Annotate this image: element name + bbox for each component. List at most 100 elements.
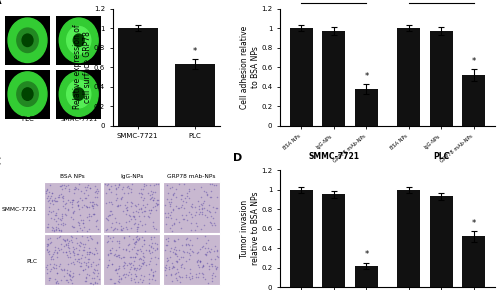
- Point: [150, 197, 158, 202]
- Point: [76, 221, 84, 226]
- Point: [68, 197, 76, 202]
- Text: *: *: [193, 48, 197, 57]
- Point: [69, 248, 77, 253]
- Point: [104, 239, 112, 243]
- Point: [46, 198, 54, 203]
- Point: [188, 276, 196, 280]
- Point: [64, 280, 72, 285]
- Point: [90, 271, 98, 276]
- Point: [63, 237, 71, 242]
- Point: [56, 264, 64, 268]
- Point: [138, 261, 146, 266]
- Point: [137, 257, 145, 262]
- Point: [82, 261, 90, 266]
- Point: [113, 254, 121, 259]
- Point: [80, 218, 88, 222]
- Point: [140, 209, 148, 213]
- Point: [103, 240, 111, 245]
- Point: [150, 273, 158, 278]
- Point: [132, 237, 140, 241]
- Point: [210, 249, 218, 253]
- Point: [92, 189, 100, 194]
- Point: [76, 239, 84, 244]
- Point: [142, 183, 150, 187]
- Point: [190, 250, 198, 255]
- Point: [102, 200, 110, 205]
- Point: [106, 247, 114, 252]
- Point: [193, 251, 201, 255]
- Point: [52, 250, 60, 255]
- Point: [123, 208, 131, 212]
- Point: [108, 211, 116, 216]
- Point: [134, 210, 142, 214]
- Point: [84, 218, 92, 222]
- Point: [207, 262, 215, 267]
- Point: [76, 260, 84, 265]
- Point: [197, 202, 205, 206]
- Point: [107, 208, 115, 213]
- Point: [70, 274, 78, 279]
- Point: [118, 272, 126, 277]
- Point: [185, 195, 193, 200]
- Point: [87, 262, 95, 266]
- Bar: [322, 195, 345, 287]
- Point: [191, 228, 199, 233]
- Point: [84, 227, 92, 231]
- Point: [152, 201, 160, 206]
- Circle shape: [74, 88, 84, 100]
- Point: [149, 270, 157, 275]
- Point: [52, 199, 60, 204]
- Point: [50, 197, 58, 202]
- Point: [208, 276, 216, 280]
- Point: [114, 279, 122, 284]
- Point: [138, 280, 146, 284]
- Point: [58, 222, 66, 226]
- Point: [146, 183, 154, 187]
- Point: [134, 202, 141, 206]
- Point: [48, 254, 56, 259]
- Point: [67, 238, 75, 242]
- Point: [152, 201, 160, 206]
- Point: [212, 267, 220, 272]
- Point: [136, 247, 144, 251]
- Point: [73, 199, 81, 204]
- Point: [133, 248, 141, 253]
- Point: [139, 251, 147, 255]
- Point: [59, 196, 67, 200]
- Point: [86, 233, 94, 238]
- Point: [45, 252, 53, 257]
- Point: [116, 240, 124, 245]
- Point: [129, 254, 137, 259]
- Point: [129, 210, 137, 215]
- Point: [74, 220, 82, 224]
- Point: [118, 246, 126, 251]
- Point: [47, 193, 55, 198]
- Point: [208, 194, 216, 199]
- Point: [92, 247, 100, 252]
- Point: [44, 249, 52, 253]
- Point: [138, 244, 145, 249]
- Point: [168, 279, 176, 284]
- Point: [194, 259, 202, 263]
- Point: [113, 227, 121, 232]
- Point: [195, 264, 203, 269]
- Point: [50, 229, 58, 233]
- Point: [128, 182, 136, 187]
- Point: [114, 239, 122, 243]
- Point: [136, 277, 143, 281]
- Point: [76, 195, 84, 200]
- Point: [198, 271, 205, 276]
- Point: [148, 241, 156, 246]
- Point: [54, 225, 62, 230]
- Point: [194, 199, 202, 203]
- Point: [212, 205, 220, 210]
- Point: [153, 242, 161, 247]
- Point: [140, 273, 148, 278]
- Point: [132, 239, 140, 244]
- Point: [62, 186, 70, 191]
- Point: [187, 221, 195, 225]
- Point: [76, 226, 84, 231]
- Point: [148, 195, 156, 200]
- Point: [79, 221, 87, 226]
- Point: [170, 238, 178, 243]
